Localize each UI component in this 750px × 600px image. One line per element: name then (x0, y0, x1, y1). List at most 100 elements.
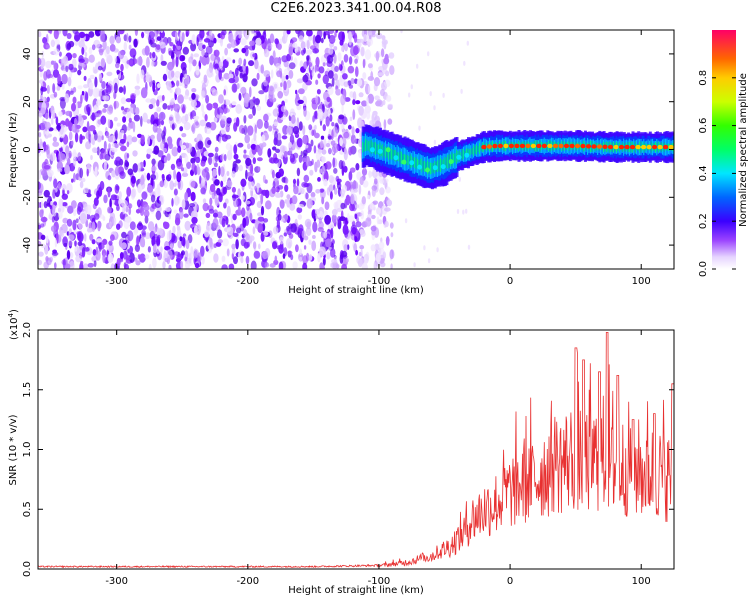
spectrogram-cell (353, 188, 358, 193)
spectrogram-cell (238, 92, 242, 101)
spectrogram-cell (45, 144, 50, 155)
spectrogram-cell (144, 232, 151, 240)
spectrogram-core-cell (569, 143, 575, 149)
spectrogram-cell (148, 221, 155, 232)
spectrogram-cell (38, 251, 44, 257)
spectrogram-cell (341, 45, 344, 52)
spectrogram-core-cell (530, 143, 537, 149)
spectrogram-cell (385, 95, 392, 102)
spectrogram-cell (380, 89, 385, 97)
spectrogram-cell (43, 165, 51, 170)
spectrogram-cell (201, 50, 206, 56)
spectrogram-cell (354, 204, 360, 209)
spectrogram-cell (348, 38, 352, 46)
spectrogram-cell (213, 253, 219, 263)
spectrogram-cell (270, 69, 274, 79)
spectrogram-cell (107, 187, 111, 198)
spectrogram-cell (71, 178, 74, 183)
spectrogram-cell (467, 244, 471, 250)
spectrogram-cell (295, 89, 298, 95)
spectrogram-cell (257, 157, 263, 162)
spectrogram-cell (38, 201, 41, 209)
spectrogram-cell (173, 103, 181, 112)
spectrogram-cell (236, 227, 242, 234)
spectrogram-cell (52, 204, 56, 210)
spectrogram-cell (283, 80, 287, 91)
spectrogram-cell (350, 77, 355, 85)
spectrogram-cell (129, 221, 136, 231)
spectrogram-cell (168, 264, 172, 269)
spectrogram-y-tick-label: -40 (22, 237, 33, 253)
spectrogram-cell (157, 117, 161, 128)
spectrogram-cell (340, 189, 346, 196)
spectrogram-core-cell (448, 159, 454, 165)
spectrogram-cell (59, 96, 66, 102)
spectrogram-cell (465, 208, 468, 214)
spectrogram-cell (220, 127, 226, 135)
spectrogram-cell (94, 166, 98, 178)
snr-y-label: SNR (10 * v/v) (8, 414, 19, 485)
spectrogram-cell (218, 165, 221, 176)
spectrogram-cell (147, 184, 154, 193)
spectrogram-cell (38, 31, 42, 38)
spectrogram-cell (238, 57, 243, 66)
spectrogram-cell (84, 52, 88, 57)
spectrogram-cell (71, 102, 76, 112)
spectrogram-cell (371, 188, 376, 197)
spectrogram-cell (390, 232, 394, 238)
spectrogram-cell (314, 124, 317, 130)
spectrogram-cell (160, 54, 164, 63)
spectrogram-cell (62, 30, 68, 37)
spectrogram-cell (281, 135, 288, 140)
spectrogram-cell (348, 84, 354, 89)
spectrogram-cell (166, 80, 172, 91)
spectrogram-cell (95, 250, 101, 261)
spectrogram-cell (126, 107, 132, 119)
spectrogram-cell (308, 124, 313, 131)
spectrogram-cell (79, 167, 84, 179)
spectrogram-cell (123, 41, 128, 51)
spectrogram-cell (176, 162, 183, 170)
spectrogram-cell (38, 259, 43, 266)
spectrogram-cell (387, 103, 394, 108)
spectrogram-cell (375, 51, 380, 62)
spectrogram-cell (212, 156, 215, 165)
spectrogram-cell (71, 200, 77, 209)
colorbar-gradient (712, 30, 736, 269)
spectrogram-cell (328, 147, 332, 155)
spectrogram-cell (181, 199, 186, 210)
spectrogram-cell (216, 187, 221, 196)
spectrogram-cell (217, 106, 224, 116)
spectrogram-cell (100, 58, 106, 68)
spectrogram-cell (238, 34, 243, 39)
spectrogram-cell (295, 30, 301, 35)
spectrogram-cell (376, 99, 383, 106)
spectrogram-core-cell (663, 144, 669, 150)
spectrogram-cell (110, 263, 115, 269)
snr-series-line (38, 332, 674, 569)
spectrogram-cell (241, 207, 246, 218)
spectrogram-cell (261, 142, 267, 148)
spectrogram-core-cell (635, 144, 641, 150)
spectrogram-core-cell (552, 143, 559, 149)
spectrogram-cell (244, 200, 251, 205)
spectrogram-cell (38, 57, 42, 66)
spectrogram-cell (91, 147, 98, 153)
spectrogram-cell (354, 236, 358, 243)
spectrogram-cell (173, 182, 177, 187)
spectrogram-cell (353, 243, 358, 253)
spectrogram-cell (379, 261, 386, 268)
spectrogram-cell (349, 91, 354, 98)
spectrogram-cell (136, 199, 142, 208)
spectrogram-cell (40, 63, 44, 70)
spectrogram-cell (303, 174, 310, 183)
spectrogram-cell (180, 260, 184, 269)
spectrogram-x-ticks: -300 -200 -100 0 100 (105, 30, 651, 287)
spectrogram-cell (161, 174, 165, 179)
spectrogram-cell (322, 74, 329, 85)
spectrogram-cell (147, 246, 151, 253)
spectrogram-cell (38, 190, 43, 196)
spectrogram-cell (221, 255, 226, 262)
spectrogram-cell (233, 48, 239, 53)
